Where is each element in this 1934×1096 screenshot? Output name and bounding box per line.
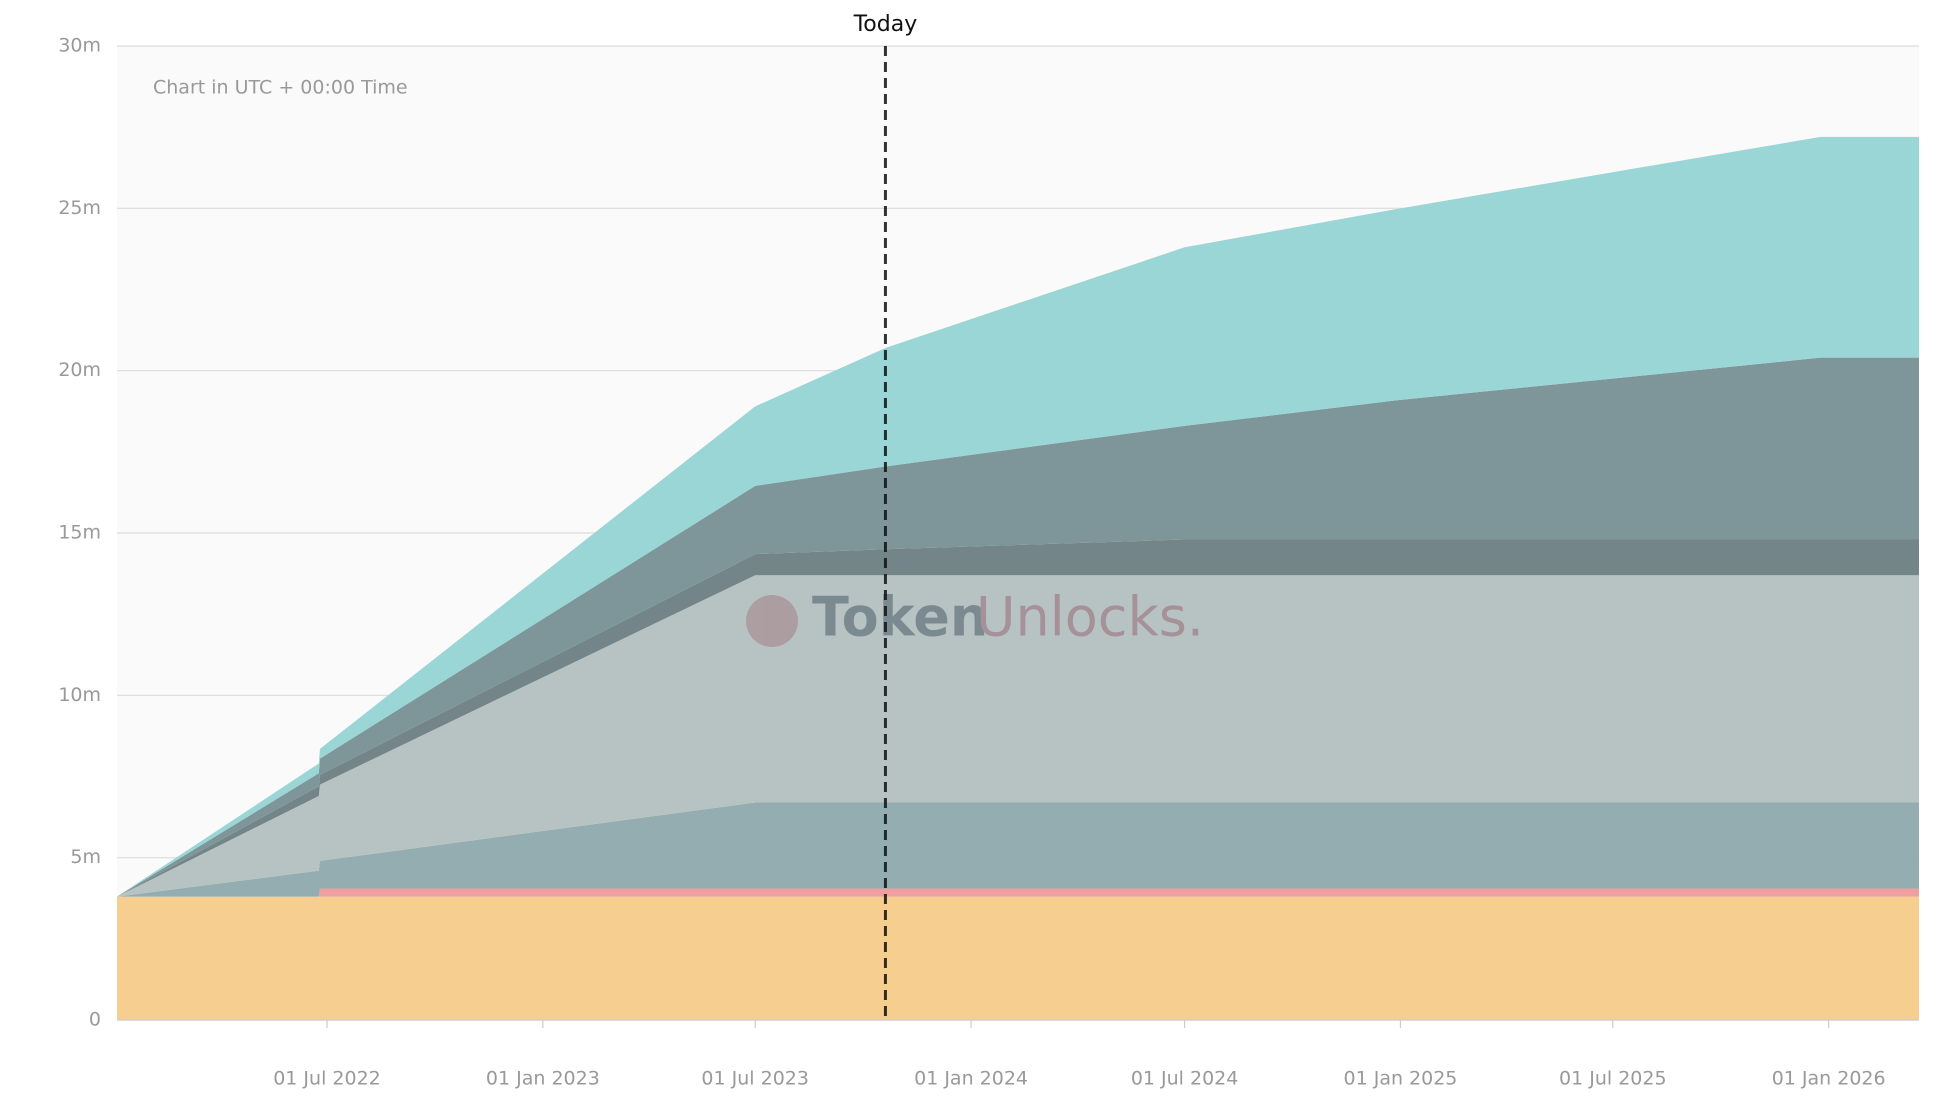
annotation: Chart in UTC + 00:00 Time xyxy=(153,77,408,99)
x-tick-label: 01 Jul 2022 xyxy=(273,1068,381,1090)
y-tick-label: 30m xyxy=(58,35,101,57)
x-tick-label: 01 Jan 2024 xyxy=(914,1068,1028,1090)
area xyxy=(117,575,1919,897)
area xyxy=(117,539,1919,897)
y-tick-label: 10m xyxy=(58,684,101,706)
y-tick-label: 5m xyxy=(70,846,101,868)
area xyxy=(117,136,1919,897)
y-tick-label: 25m xyxy=(58,197,101,219)
x-tick-label: 01 Jan 2025 xyxy=(1344,1068,1458,1090)
x-tick-label: 01 Jul 2025 xyxy=(1559,1068,1667,1090)
x-tick-label: 01 Jul 2023 xyxy=(701,1068,809,1090)
area xyxy=(117,888,1919,897)
x-tick-label: 01 Jan 2023 xyxy=(486,1068,600,1090)
y-tick-label: 0 xyxy=(89,1009,101,1031)
watermark-text: Token xyxy=(812,586,988,649)
watermark: Token Unlocks. xyxy=(746,586,1204,649)
watermark-icon xyxy=(746,595,798,647)
x-tick-label: 01 Jan 2026 xyxy=(1772,1068,1886,1090)
y-tick-label: 15m xyxy=(58,522,101,544)
watermark-text: Unlocks. xyxy=(976,586,1204,649)
y-tick-label: 20m xyxy=(58,359,101,381)
today-label: Today xyxy=(853,12,918,37)
area xyxy=(117,802,1919,897)
area xyxy=(117,357,1919,897)
x-tick-label: 01 Jul 2024 xyxy=(1131,1068,1239,1090)
area xyxy=(117,896,1919,1020)
